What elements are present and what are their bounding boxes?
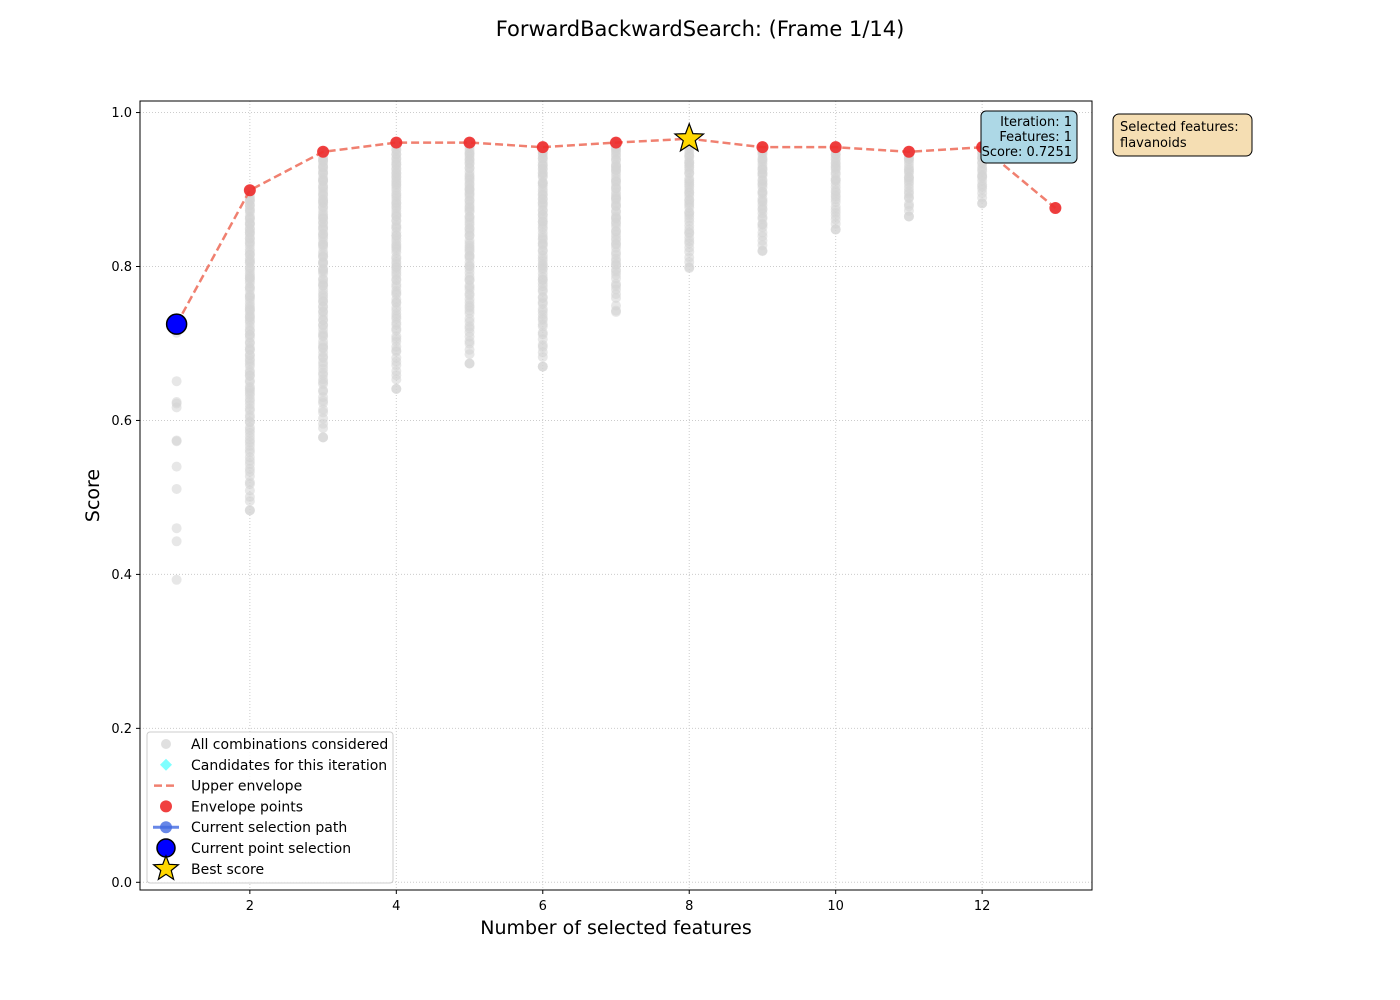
legend-label: All combinations considered <box>191 737 388 753</box>
info-features: Features: 1 <box>999 130 1072 145</box>
envelope-point <box>243 184 256 197</box>
combination-point <box>903 211 914 222</box>
legend-marker <box>152 854 180 881</box>
combination-point <box>171 376 182 387</box>
envelope-point <box>756 141 769 154</box>
envelope-point <box>1049 201 1062 214</box>
selected-box-background <box>1112 113 1253 157</box>
x-tick-label: 4 <box>392 899 400 914</box>
legend-label: Envelope points <box>191 799 303 815</box>
x-tick-label: 6 <box>539 899 547 914</box>
legend-label: Best score <box>191 862 264 878</box>
y-axis-title: Score <box>82 469 104 522</box>
envelope-point <box>610 136 622 149</box>
legend-item-cand: Candidates for this iteration <box>160 758 387 774</box>
x-tick-label: 8 <box>685 899 693 914</box>
legend-label: Candidates for this iteration <box>191 758 387 774</box>
x-axis-title: Number of selected features <box>480 917 751 939</box>
info-box-background <box>980 110 1078 164</box>
combination-point <box>171 483 182 494</box>
selected-heading: Selected features: <box>1120 120 1239 135</box>
legend-frame <box>146 731 394 884</box>
legend-item-best: Best score <box>152 854 264 881</box>
envelope-point <box>317 145 330 158</box>
y-tick-label: 0.4 <box>111 568 132 583</box>
combination-point <box>537 361 548 372</box>
envelope-point <box>463 136 476 149</box>
combination-point <box>464 358 475 369</box>
legend-label: Current selection path <box>191 820 347 836</box>
combination-point <box>757 246 768 257</box>
y-tick-label: 0.2 <box>111 722 132 737</box>
x-tick-label: 12 <box>974 899 991 914</box>
legend-label: Upper envelope <box>191 779 302 795</box>
combination-point <box>171 574 182 585</box>
plot-frame <box>139 100 1093 891</box>
y-axis-ticks: 0.0 0.2 0.4 0.6 0.8 1.0 <box>111 106 140 891</box>
legend-marker <box>160 821 172 834</box>
combination-point <box>684 263 695 274</box>
combination-point <box>611 306 621 317</box>
x-axis-ticks: 2 4 6 8 10 12 <box>246 890 991 914</box>
combination-point <box>244 505 255 516</box>
x-tick-label: 10 <box>827 899 844 914</box>
selected-features-box: Selected features: flavanoids <box>1112 113 1253 157</box>
combination-point <box>391 383 402 394</box>
combination-point <box>830 224 841 235</box>
info-iteration: Iteration: 1 <box>1000 115 1072 130</box>
x-tick-label: 2 <box>246 899 254 914</box>
y-tick-label: 0.0 <box>111 876 132 891</box>
combination-point <box>171 461 182 472</box>
envelope-point <box>829 141 842 154</box>
combination-point <box>171 536 182 547</box>
legend-item-envpts: Envelope points <box>160 799 303 815</box>
legend: All combinations considered Candidates fo… <box>146 731 394 884</box>
combination-point <box>977 198 988 209</box>
highlight-markers <box>165 122 706 335</box>
y-tick-label: 0.8 <box>111 260 132 275</box>
legend-item-path: Current selection path <box>153 820 347 836</box>
combination-point <box>171 523 182 534</box>
chart-title: ForwardBackwardSearch: (Frame 1/14) <box>496 17 905 41</box>
legend-item-env: Upper envelope <box>154 779 302 795</box>
iteration-info-box: Iteration: 1 Features: 1 Score: 0.7251 <box>980 110 1078 164</box>
y-tick-label: 0.6 <box>111 414 132 429</box>
envelope-point <box>902 145 915 158</box>
combination-point <box>318 432 329 443</box>
legend-marker <box>160 800 172 813</box>
legend-item-cur: Current point selection <box>156 838 351 858</box>
envelope-point <box>390 136 403 149</box>
info-score: Score: 0.7251 <box>982 145 1072 160</box>
legend-marker <box>160 758 172 771</box>
legend-item-all: All combinations considered <box>161 737 388 753</box>
legend-marker <box>161 739 171 749</box>
combination-point <box>171 396 182 407</box>
selected-features-list: flavanoids <box>1120 136 1187 151</box>
envelope-point <box>536 141 549 154</box>
current-point-marker <box>165 313 188 335</box>
y-tick-label: 1.0 <box>111 106 132 121</box>
best-score-star <box>673 122 706 153</box>
combination-point <box>171 435 182 446</box>
all-combinations-points <box>171 133 1061 585</box>
legend-label: Current point selection <box>191 841 351 857</box>
